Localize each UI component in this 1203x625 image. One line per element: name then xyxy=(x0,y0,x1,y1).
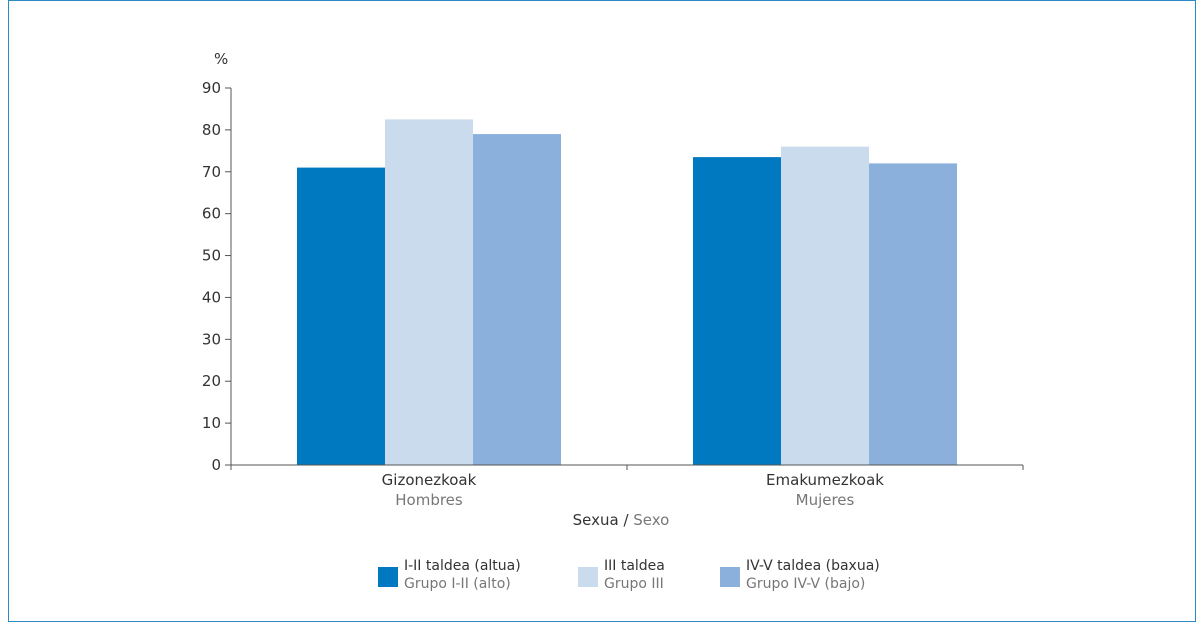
x-axis-title-separator: / xyxy=(619,511,634,529)
x-axis: Gizonezkoak Hombres Emakumezkoak Mujeres xyxy=(230,464,1024,509)
bar xyxy=(869,163,957,465)
legend-label-grupo-iv-v: IV-V taldea (baxua) xyxy=(746,558,880,574)
y-tick-label: 10 xyxy=(202,414,221,432)
y-tick-label: 0 xyxy=(211,456,221,474)
legend-sublabel-grupo-iv-v: Grupo IV-V (bajo) xyxy=(746,576,866,592)
legend-sublabel-grupo-iii: Grupo III xyxy=(604,576,664,592)
x-axis-title: Sexua / Sexo xyxy=(573,511,670,529)
y-tick-label: 70 xyxy=(202,163,221,181)
legend-item-grupo-iv-v: IV-V taldea (baxua) Grupo IV-V (bajo) xyxy=(720,557,880,593)
y-axis-label: % xyxy=(214,50,228,68)
y-tick-label: 20 xyxy=(202,372,221,390)
y-tick-label: 50 xyxy=(202,247,221,265)
bar xyxy=(781,146,869,465)
x-category-label: Emakumezkoak xyxy=(766,471,884,489)
legend-label-grupo-i-ii: I-II taldea (altua) xyxy=(404,558,521,574)
x-category-sublabel: Hombres xyxy=(395,491,463,509)
legend-label-grupo-iii: III taldea xyxy=(604,558,665,574)
legend-sublabel-grupo-i-ii: Grupo I-II (alto) xyxy=(404,576,511,592)
bar xyxy=(385,119,473,466)
y-tick-label: 60 xyxy=(202,205,221,223)
legend-swatch-grupo-iii xyxy=(578,567,598,587)
x-axis-title-secondary: Sexo xyxy=(633,511,669,529)
x-category-label: Gizonezkoak xyxy=(382,471,477,489)
legend-item-grupo-iii: III taldea Grupo III xyxy=(578,557,665,593)
y-tick-label: 80 xyxy=(202,121,221,139)
y-axis-ticks: 0 10 20 30 40 50 60 70 80 90 xyxy=(202,79,232,474)
x-category-sublabel: Mujeres xyxy=(796,491,855,509)
legend-swatch-grupo-i-ii xyxy=(378,567,398,587)
legend-item-grupo-i-ii: I-II taldea (altua) Grupo I-II (alto) xyxy=(378,557,521,593)
bar xyxy=(693,157,781,465)
bars xyxy=(297,119,957,466)
x-axis-title-primary: Sexua xyxy=(573,511,619,529)
y-tick-label: 30 xyxy=(202,330,221,348)
chart-frame xyxy=(8,0,1196,622)
legend-swatch-grupo-iv-v xyxy=(720,567,740,587)
bar xyxy=(297,167,385,466)
y-tick-label: 40 xyxy=(202,288,221,306)
bar xyxy=(473,134,561,466)
legend: I-II taldea (altua) Grupo I-II (alto) II… xyxy=(0,557,1203,607)
y-tick-label: 90 xyxy=(202,79,221,97)
